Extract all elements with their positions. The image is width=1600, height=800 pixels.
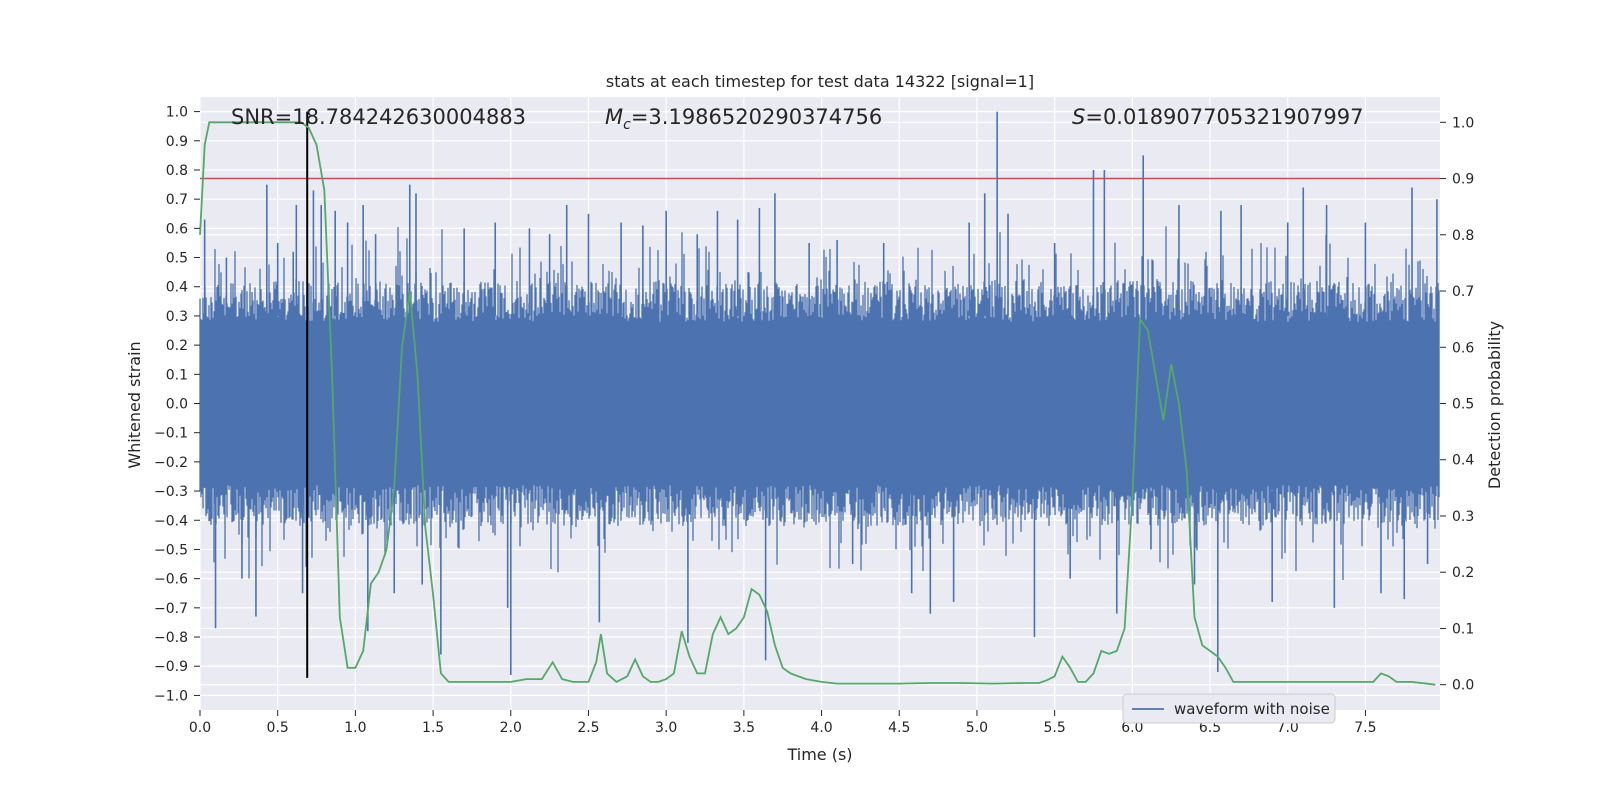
right-y-tick-label: 0.3 — [1452, 509, 1474, 525]
x-axis-label: Time (s) — [786, 745, 852, 764]
x-tick-label: 2.0 — [500, 720, 522, 736]
left-y-axis-ticks: 1.0 0.9 0.8 0.7 0.6 0.5 0.4 0.3 0.2 0.1 0.0 −0.1 −0.… — [154, 105, 200, 704]
right-y-tick-label: 0.7 — [1452, 284, 1474, 300]
x-tick-label: 1.5 — [422, 720, 444, 736]
s-value: =0.018907705321907997 — [1085, 105, 1363, 129]
x-tick-label: 0.5 — [267, 720, 289, 736]
legend-box — [1122, 693, 1336, 724]
x-tick-label: 4.5 — [888, 720, 910, 736]
y-tick-label: 0.1 — [166, 367, 188, 383]
y-tick-label: −0.5 — [154, 542, 188, 558]
y-tick-label: −1.0 — [154, 688, 188, 704]
x-tick-label: 3.0 — [655, 720, 677, 736]
right-y-tick-label: 0.4 — [1452, 453, 1474, 469]
chirp-mass-subscript: c — [623, 117, 631, 133]
legend-label: waveform with noise — [1174, 700, 1330, 718]
x-axis-ticks: 0.0 0.5 1.0 1.5 2.0 2.5 3.0 3.5 4.0 4.5 5.0 5.5 6.0 6… — [189, 710, 1377, 736]
chirp-mass-annotation: Mc=3.1986520290374756 — [605, 105, 882, 133]
detection-probability-line — [199, 121, 1436, 686]
chirp-mass-value: =3.1986520290374756 — [631, 105, 882, 129]
y-tick-label: −0.4 — [154, 513, 188, 529]
legend: waveform with noise — [1122, 693, 1336, 724]
y-tick-label: 0.7 — [166, 192, 188, 208]
right-y-tick-label: 0.6 — [1452, 340, 1474, 356]
y-tick-label: −0.2 — [154, 455, 188, 471]
y-tick-label: −0.8 — [154, 630, 188, 646]
y-tick-label: 1.0 — [166, 105, 188, 121]
x-tick-label: 6.5 — [1199, 720, 1221, 736]
s-symbol: S — [1072, 105, 1085, 129]
right-y-tick-label: 0.9 — [1452, 172, 1474, 188]
right-y-tick-label: 0.1 — [1452, 621, 1474, 637]
y-tick-label: 0.9 — [166, 134, 188, 150]
y-tick-label: 0.8 — [166, 163, 188, 179]
y-tick-label: −0.7 — [154, 601, 188, 617]
y-tick-label: −0.3 — [154, 484, 188, 500]
y-tick-label: 0.2 — [166, 338, 188, 354]
x-tick-label: 7.0 — [1277, 720, 1299, 736]
right-y-tick-label: 0.2 — [1452, 565, 1474, 581]
x-tick-label: 6.0 — [1121, 720, 1143, 736]
y-tick-label: 0.5 — [166, 251, 188, 267]
x-tick-label: 5.0 — [966, 720, 988, 736]
x-tick-label: 1.0 — [344, 720, 366, 736]
right-y-tick-label: 0.8 — [1452, 228, 1474, 244]
right-y-tick-label: 0.5 — [1452, 397, 1474, 413]
s-annotation: S=0.018907705321907997 — [1072, 105, 1363, 129]
right-y-axis-ticks: 1.0 0.9 0.8 0.7 0.6 0.5 0.4 0.3 0.2 0.1 0.0 — [1440, 115, 1474, 694]
x-tick-label: 3.5 — [733, 720, 755, 736]
y-tick-label: −0.1 — [154, 426, 188, 442]
right-y-axis-label: Detection probability — [1485, 321, 1504, 489]
y-tick-label: 0.3 — [166, 309, 188, 325]
y-tick-label: 0.6 — [166, 221, 188, 237]
y-tick-label: 0.4 — [166, 280, 188, 296]
y-tick-label: 0.0 — [166, 397, 188, 413]
right-y-tick-label: 1.0 — [1452, 115, 1474, 131]
chirp-mass-symbol: M — [605, 105, 623, 129]
y-tick-label: −0.9 — [154, 659, 188, 675]
x-tick-label: 7.5 — [1354, 720, 1376, 736]
waveform-series — [199, 111, 1440, 675]
left-y-axis-label: Whitened strain — [125, 341, 144, 468]
y-tick-label: −0.6 — [154, 572, 188, 588]
x-tick-label: 5.5 — [1044, 720, 1066, 736]
chart-title: stats at each timestep for test data 143… — [606, 72, 1034, 91]
x-tick-label: 2.5 — [577, 720, 599, 736]
x-tick-label: 4.0 — [810, 720, 832, 736]
right-y-tick-label: 0.0 — [1452, 678, 1474, 694]
snr-annotation: SNR=18.784242630004883 — [231, 105, 526, 129]
x-tick-label: 0.0 — [189, 720, 211, 736]
